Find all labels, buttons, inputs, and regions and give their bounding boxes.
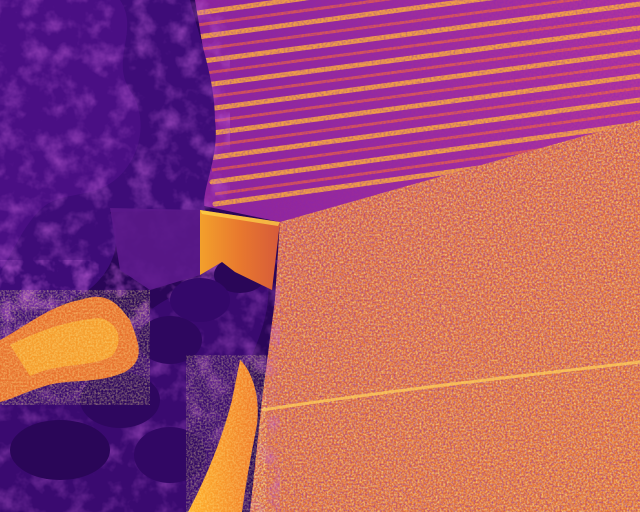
- road-edge: [186, 355, 266, 512]
- field-boundary-line: [261, 360, 640, 412]
- concrete-slab: [110, 208, 280, 290]
- pale-clearing: [0, 290, 150, 405]
